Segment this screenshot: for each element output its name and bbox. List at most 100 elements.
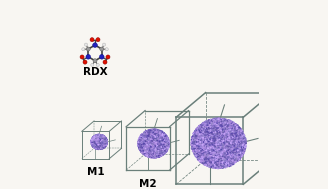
Point	[221, 162, 226, 165]
Point	[158, 150, 163, 153]
Point	[235, 153, 240, 156]
Point	[97, 142, 102, 145]
Point	[159, 138, 165, 141]
Point	[96, 138, 101, 141]
Point	[212, 157, 217, 160]
Point	[103, 137, 109, 140]
Point	[148, 139, 153, 143]
Point	[165, 140, 171, 143]
Point	[140, 144, 146, 147]
Point	[96, 138, 102, 141]
Point	[243, 141, 248, 144]
Point	[156, 134, 161, 137]
Point	[147, 139, 153, 142]
Point	[207, 120, 212, 123]
Point	[163, 147, 169, 150]
Point	[100, 135, 105, 138]
Point	[102, 136, 107, 139]
Point	[151, 137, 156, 140]
Point	[137, 142, 142, 145]
Point	[92, 136, 98, 139]
Point	[162, 148, 167, 151]
Point	[94, 141, 99, 144]
Point	[104, 142, 110, 145]
Point	[233, 139, 238, 142]
Point	[221, 133, 227, 136]
Point	[90, 142, 95, 145]
Point	[152, 133, 157, 136]
Point	[196, 150, 202, 153]
Point	[153, 133, 158, 136]
Point	[96, 145, 101, 148]
Point	[94, 139, 99, 142]
Point	[191, 134, 196, 137]
Point	[139, 145, 144, 148]
Point	[217, 119, 222, 122]
Point	[146, 144, 151, 147]
Point	[204, 151, 210, 154]
Point	[222, 118, 227, 121]
Point	[96, 138, 101, 141]
Point	[91, 140, 96, 143]
Point	[99, 134, 104, 137]
Point	[206, 161, 212, 164]
Point	[100, 142, 105, 145]
Point	[233, 148, 238, 151]
Point	[98, 136, 103, 139]
Point	[203, 144, 208, 147]
Point	[96, 141, 101, 144]
Point	[95, 142, 101, 145]
Point	[151, 140, 156, 143]
Point	[92, 139, 97, 142]
Point	[156, 139, 161, 142]
Point	[96, 145, 101, 148]
Point	[215, 150, 220, 153]
Point	[145, 132, 150, 135]
Point	[96, 135, 101, 138]
Point	[99, 134, 104, 137]
Point	[155, 151, 161, 154]
Point	[158, 132, 163, 135]
Point	[141, 132, 147, 135]
Point	[161, 137, 166, 140]
Point	[152, 156, 157, 159]
Point	[215, 119, 220, 122]
Point	[101, 143, 106, 146]
Point	[240, 143, 245, 146]
Point	[222, 139, 228, 143]
Point	[96, 137, 101, 140]
Point	[100, 147, 106, 150]
Point	[236, 135, 242, 138]
Point	[157, 132, 162, 135]
Point	[233, 149, 238, 152]
Point	[208, 129, 214, 132]
Point	[200, 132, 206, 135]
Point	[143, 154, 149, 157]
Point	[202, 142, 208, 145]
Point	[157, 140, 163, 143]
Point	[201, 131, 206, 134]
Point	[239, 130, 245, 133]
Point	[191, 148, 196, 151]
Point	[151, 146, 156, 149]
Point	[97, 139, 102, 142]
Point	[98, 142, 103, 145]
Point	[147, 146, 153, 149]
Point	[148, 155, 154, 158]
Point	[96, 136, 101, 139]
Point	[198, 141, 203, 144]
Point	[199, 125, 204, 128]
Point	[217, 134, 222, 137]
Point	[207, 148, 213, 151]
Point	[223, 133, 229, 136]
Point	[140, 141, 146, 144]
Point	[204, 158, 209, 161]
Point	[159, 143, 165, 146]
Point	[91, 140, 96, 143]
Point	[147, 132, 152, 135]
Point	[162, 132, 167, 135]
Point	[90, 139, 95, 142]
Point	[227, 162, 232, 165]
Point	[149, 149, 154, 153]
Point	[213, 134, 218, 137]
